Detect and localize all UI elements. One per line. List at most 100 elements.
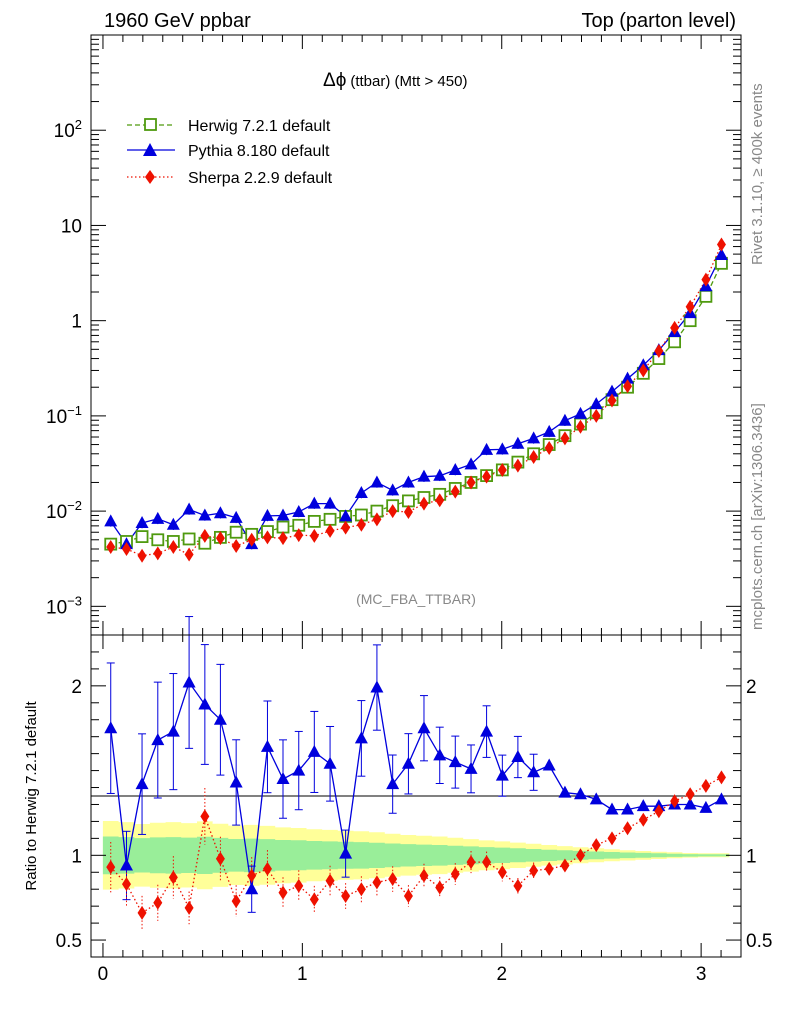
ratio-point-pythia bbox=[605, 803, 618, 815]
plot-title-symbol: Δϕ bbox=[323, 70, 346, 91]
ratio-point-pythia bbox=[465, 762, 478, 774]
main-point-herwig bbox=[325, 514, 336, 525]
ratio-point-sherpa bbox=[138, 906, 147, 920]
rivet-label: Rivet 3.1.10, ≥ 400k events bbox=[749, 83, 766, 265]
ratio-point-sherpa bbox=[310, 892, 319, 906]
ratio-point-pythia bbox=[417, 721, 430, 733]
main-point-sherpa bbox=[138, 549, 147, 563]
ratio-point-pythia bbox=[308, 745, 321, 757]
ratio-point-sherpa bbox=[357, 882, 366, 896]
main-point-sherpa bbox=[153, 546, 162, 560]
legend: Herwig 7.2.1 default Pythia 8.180 defaul… bbox=[127, 118, 333, 187]
ratio-y-tick-labels: 0.5 0.51 12 2 bbox=[56, 677, 773, 952]
main-point-herwig bbox=[231, 527, 242, 538]
main-y-tick-label: 10 bbox=[61, 216, 82, 237]
main-point-pythia bbox=[543, 425, 556, 437]
ratio-point-pythia bbox=[558, 786, 571, 798]
main-series-lines bbox=[111, 245, 722, 556]
main-point-pythia bbox=[214, 506, 227, 518]
main-point-sherpa bbox=[310, 529, 319, 543]
main-point-herwig bbox=[152, 534, 163, 545]
main-point-pythia bbox=[370, 475, 383, 487]
main-point-herwig bbox=[700, 291, 711, 302]
legend-marker-herwig bbox=[145, 119, 156, 130]
ratio-point-sherpa bbox=[435, 881, 444, 895]
main-point-sherpa bbox=[717, 238, 726, 252]
main-point-pythia bbox=[355, 486, 368, 498]
ratio-y-tick-label: 2 bbox=[71, 677, 82, 698]
ratio-point-pythia bbox=[104, 721, 117, 733]
main-line-herwig bbox=[111, 263, 722, 544]
main-point-pythia bbox=[480, 443, 493, 455]
main-point-pythia bbox=[465, 457, 478, 469]
main-point-pythia bbox=[574, 407, 587, 419]
main-point-pythia bbox=[386, 483, 399, 495]
legend-entry-sherpa: Sherpa 2.2.9 default bbox=[127, 170, 333, 187]
ratio-point-sherpa bbox=[686, 787, 695, 801]
main-point-pythia bbox=[261, 509, 274, 521]
ratio-point-pythia bbox=[637, 799, 650, 811]
main-panel: 10−3 10−2 10−1 1 10 102 Δϕ (ttbar) (Mtt > 450)… bbox=[46, 35, 741, 635]
main-point-pythia bbox=[104, 514, 117, 526]
ratio-panel: 0.5 0.5 1 1 2 2 0 1 2 3 Ratio to Herwig 7.2.1 de… bbox=[23, 617, 772, 985]
main-y-tick-label: 10−1 bbox=[46, 403, 82, 428]
ratio-point-sherpa bbox=[623, 821, 632, 835]
main-point-pythia bbox=[402, 475, 415, 487]
x-tick-labels: 0 1 2 3 bbox=[98, 964, 707, 985]
ratio-point-pythia bbox=[183, 675, 196, 687]
main-y-tick-label: 10−2 bbox=[46, 498, 82, 523]
main-point-sherpa bbox=[185, 548, 194, 562]
main-point-herwig bbox=[309, 516, 320, 527]
ratio-y-tick-label: 0.5 bbox=[56, 931, 82, 952]
ratio-point-pythia bbox=[151, 733, 164, 745]
main-point-pythia bbox=[151, 512, 164, 524]
ratio-point-pythia bbox=[230, 775, 243, 787]
ratio-point-sherpa bbox=[639, 813, 648, 827]
x-tick-label: 1 bbox=[297, 964, 308, 985]
ratio-point-pythia bbox=[433, 748, 446, 760]
ratio-y-axis-label: Ratio to Herwig 7.2.1 default bbox=[23, 701, 40, 891]
analysis-watermark: (MC_FBA_TTBAR) bbox=[356, 591, 476, 607]
ratio-point-pythia bbox=[136, 777, 149, 789]
ratio-y-tick-label-right: 1 bbox=[746, 846, 757, 867]
ratio-point-pythia bbox=[277, 772, 290, 784]
mcplots-label: mcplots.cern.ch [arXiv:1306.3436] bbox=[749, 403, 766, 630]
main-point-herwig bbox=[184, 533, 195, 544]
ratio-point-sherpa bbox=[717, 770, 726, 784]
main-point-pythia bbox=[527, 431, 540, 443]
main-point-sherpa bbox=[232, 539, 241, 553]
header-right: Top (parton level) bbox=[581, 10, 736, 32]
x-tick-label: 0 bbox=[98, 964, 109, 985]
ratio-point-pythia bbox=[370, 681, 383, 693]
main-point-herwig bbox=[137, 531, 148, 542]
ratio-point-pythia bbox=[261, 740, 274, 752]
main-point-herwig bbox=[278, 522, 289, 533]
ratio-point-pythia bbox=[355, 731, 368, 743]
ratio-point-sherpa bbox=[279, 886, 288, 900]
main-y-tick-labels: 10−3 10−2 10−1 1 10 102 bbox=[46, 117, 82, 618]
ratio-point-pythia bbox=[167, 725, 180, 737]
legend-label-herwig: Herwig 7.2.1 default bbox=[188, 118, 331, 135]
main-point-sherpa bbox=[326, 524, 335, 538]
ratio-point-sherpa bbox=[513, 879, 522, 893]
main-point-pythia bbox=[292, 505, 305, 517]
ratio-point-sherpa bbox=[701, 779, 710, 793]
x-tick-label: 2 bbox=[496, 964, 507, 985]
header-left: 1960 GeV ppbar bbox=[104, 10, 251, 32]
ratio-point-sherpa bbox=[341, 889, 350, 903]
plot-title: Δϕ (ttbar) (Mtt > 450) bbox=[323, 70, 467, 91]
ratio-point-sherpa bbox=[200, 809, 209, 823]
ratio-point-sherpa bbox=[607, 831, 616, 845]
legend-entry-pythia: Pythia 8.180 default bbox=[127, 143, 330, 160]
main-markers bbox=[104, 238, 728, 563]
ratio-point-pythia bbox=[543, 758, 556, 770]
x-tick-label: 3 bbox=[696, 964, 707, 985]
main-point-pythia bbox=[183, 502, 196, 514]
ratio-point-pythia bbox=[511, 750, 524, 762]
legend-label-sherpa: Sherpa 2.2.9 default bbox=[188, 170, 333, 187]
ratio-point-pythia bbox=[324, 757, 337, 769]
main-point-pythia bbox=[558, 414, 571, 426]
ratio-point-pythia bbox=[480, 725, 493, 737]
ratio-y-tick-label: 1 bbox=[71, 846, 82, 867]
ratio-uncertainty-bands bbox=[103, 821, 729, 890]
